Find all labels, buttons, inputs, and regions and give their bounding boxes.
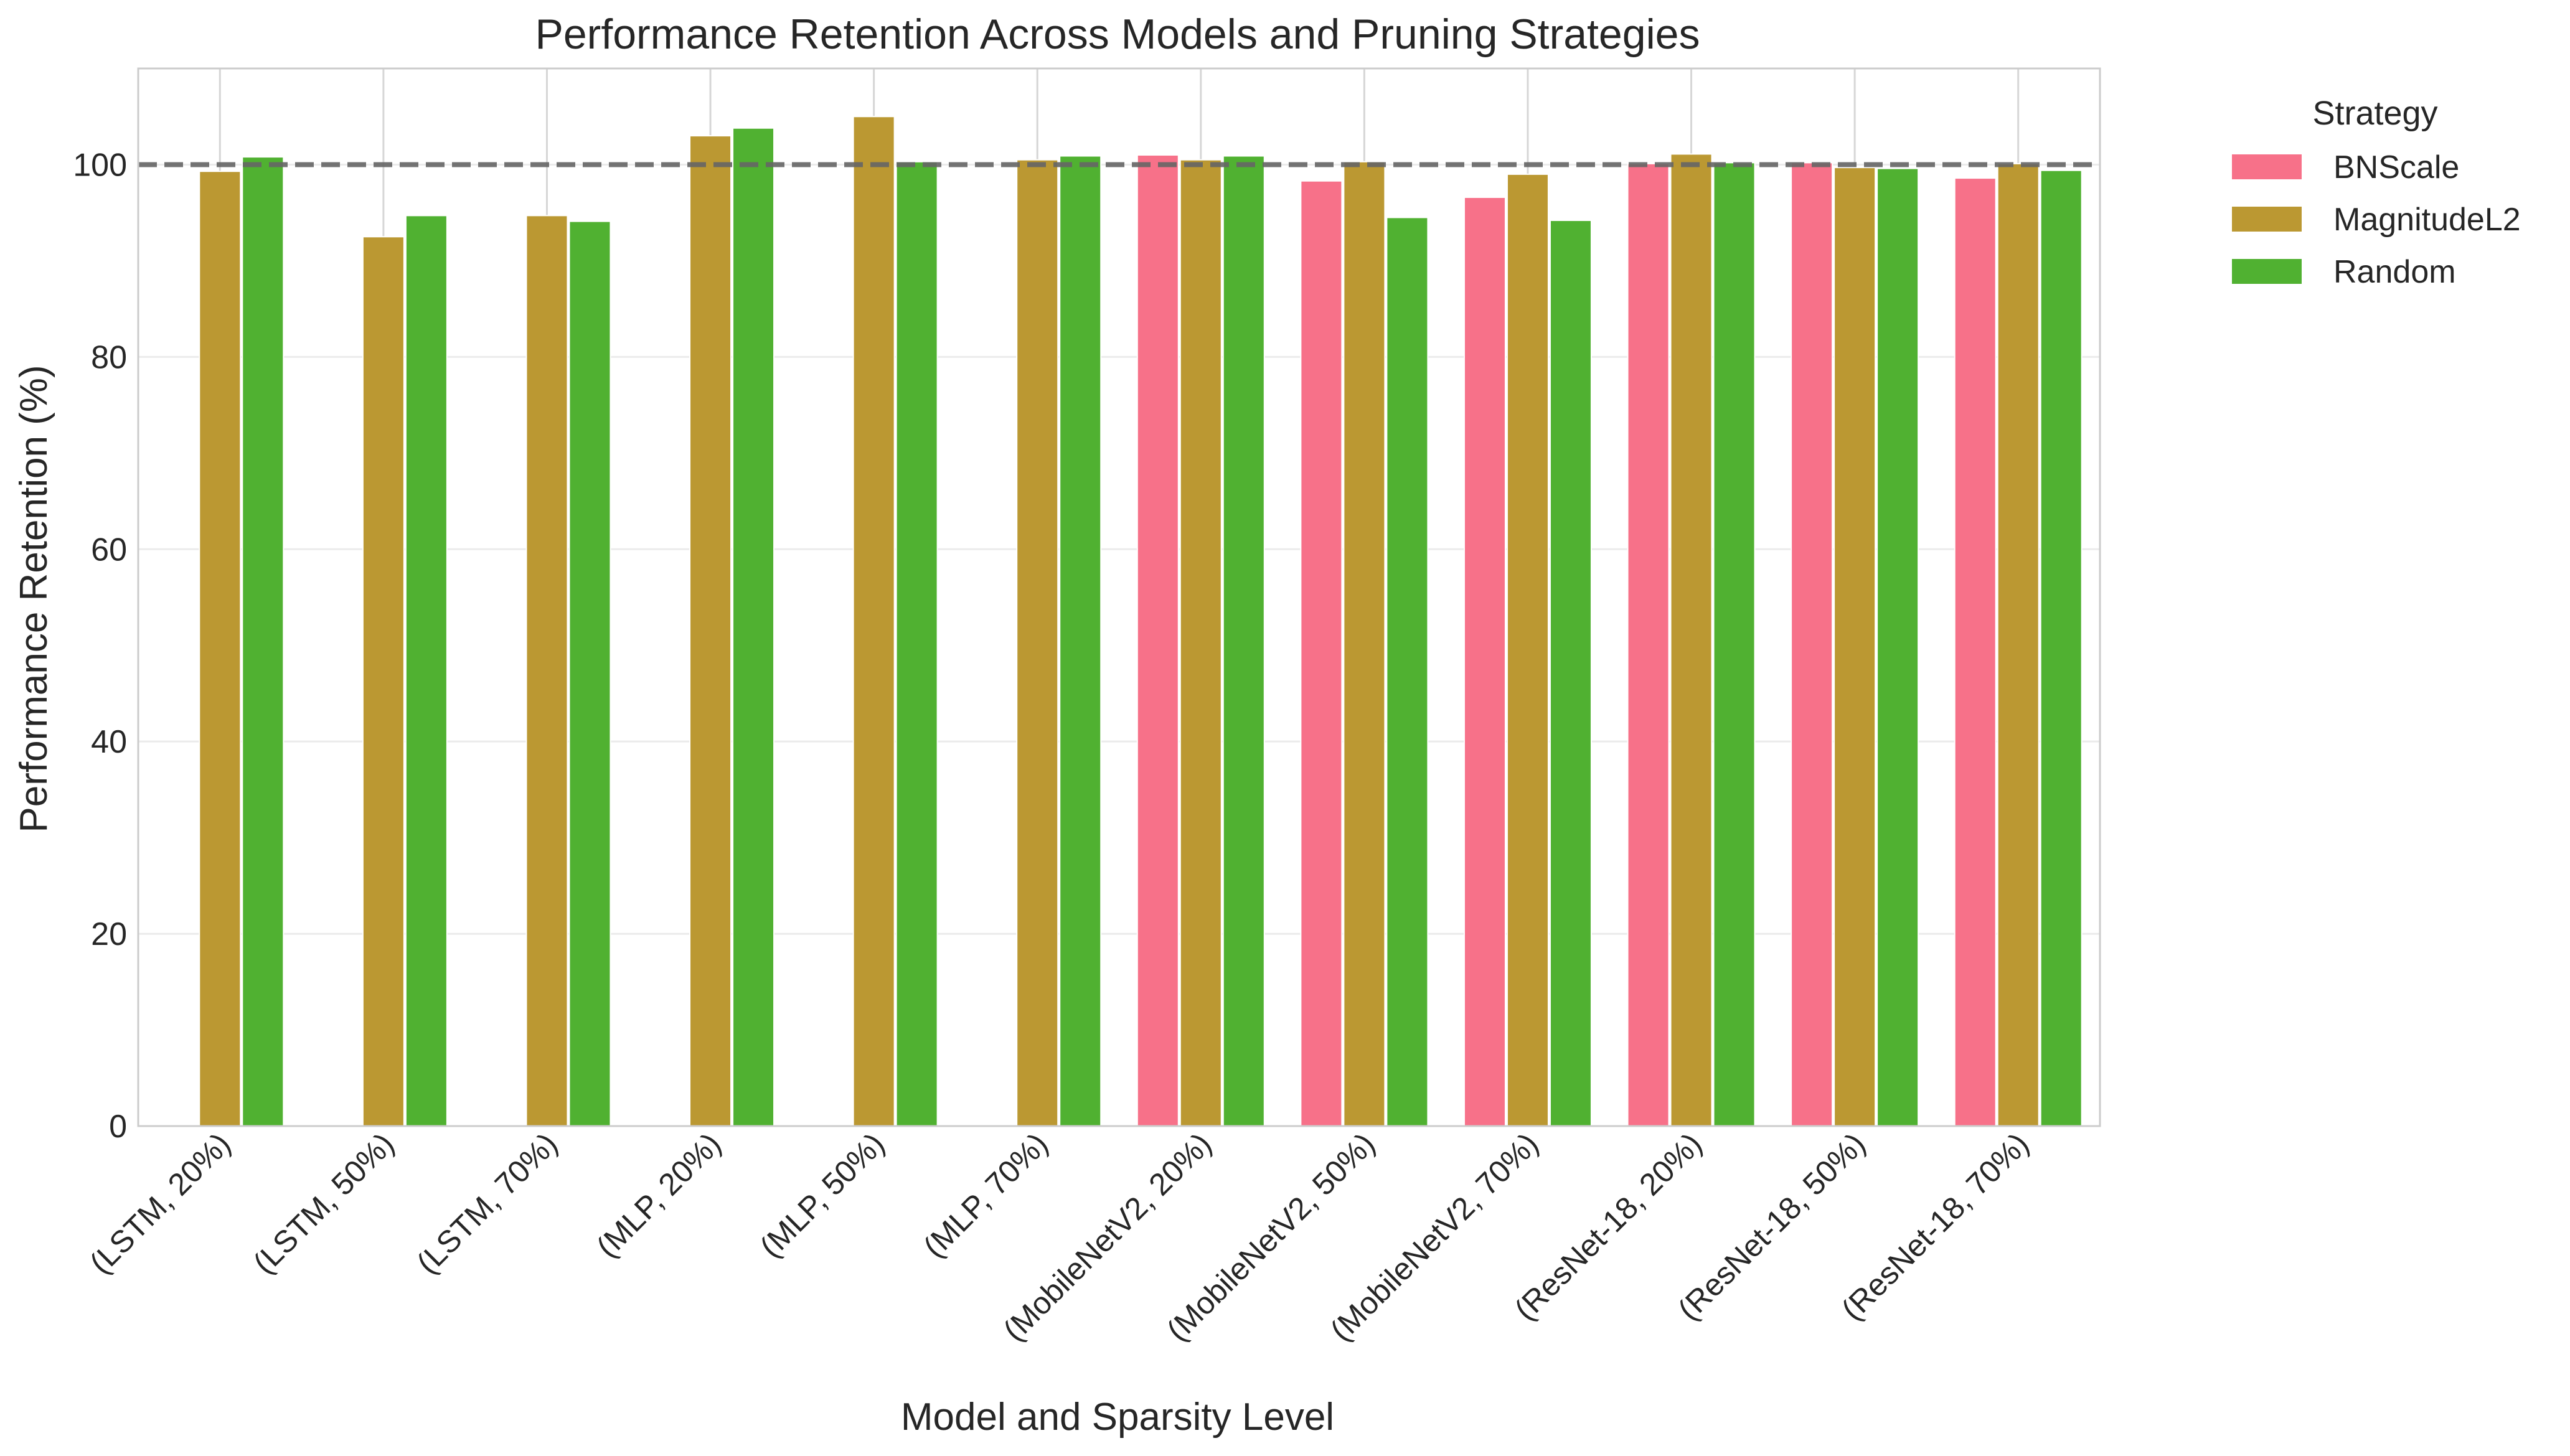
y-axis-label: Performance Retention (%) <box>12 365 55 832</box>
y-tick-label: 0 <box>109 1109 127 1145</box>
chart-title: Performance Retention Across Models and … <box>535 11 1700 58</box>
bar-random <box>1713 162 1756 1127</box>
legend-label: MagnitudeL2 <box>2333 202 2521 238</box>
bar-random <box>1549 220 1592 1127</box>
bar-magnitudel2 <box>1343 161 1386 1127</box>
bar-magnitudel2 <box>1016 159 1059 1127</box>
bar-magnitudel2 <box>1833 167 1876 1127</box>
bar-random <box>895 161 938 1127</box>
y-tick-label: 80 <box>91 339 127 375</box>
legend-label: BNScale <box>2333 149 2459 186</box>
bar-magnitudel2 <box>525 215 568 1127</box>
bar-random <box>405 215 448 1127</box>
plot-frame <box>137 67 2101 1127</box>
bar-magnitudel2 <box>362 236 405 1127</box>
bar-magnitudel2 <box>1670 153 1713 1127</box>
y-tick-label: 20 <box>91 916 127 952</box>
bar-magnitudel2 <box>1506 173 1549 1127</box>
y-tick-label: 100 <box>73 147 127 183</box>
bar-random <box>242 156 285 1127</box>
bar-bnscale <box>1627 162 1670 1127</box>
bar-bnscale <box>1954 177 1997 1127</box>
y-tick-label: 40 <box>91 724 127 760</box>
legend-swatch <box>2232 207 2302 232</box>
x-axis-label: Model and Sparsity Level <box>901 1396 1334 1439</box>
bar-random <box>1222 155 1265 1127</box>
bar-magnitudel2 <box>199 171 242 1127</box>
bar-bnscale <box>1463 196 1506 1127</box>
legend-items: BNScale MagnitudeL2 Random <box>2232 149 2521 290</box>
bar-magnitudel2 <box>1179 159 1222 1127</box>
bar-bnscale <box>1136 154 1179 1127</box>
bar-magnitudel2 <box>1997 162 2040 1127</box>
legend-swatch <box>2232 259 2302 284</box>
legend-label: Random <box>2333 254 2456 290</box>
legend: Strategy BNScale MagnitudeL2 Random <box>2232 95 2521 290</box>
legend-title: Strategy <box>2312 95 2437 132</box>
bar-bnscale <box>1300 180 1343 1127</box>
bar-random <box>1876 167 1919 1127</box>
y-axis-ticks: 0 20 40 60 80 100 <box>73 147 127 1145</box>
bar-magnitudel2 <box>689 135 732 1127</box>
bar-magnitudel2 <box>852 116 895 1127</box>
bar-random <box>568 220 611 1127</box>
bar-random <box>732 127 775 1127</box>
legend-swatch <box>2232 154 2302 179</box>
bar-random <box>1386 217 1429 1127</box>
bar-bnscale <box>1791 162 1833 1127</box>
y-tick-label: 60 <box>91 532 127 568</box>
bar-random <box>1059 155 1102 1127</box>
bar-random <box>2040 169 2083 1127</box>
